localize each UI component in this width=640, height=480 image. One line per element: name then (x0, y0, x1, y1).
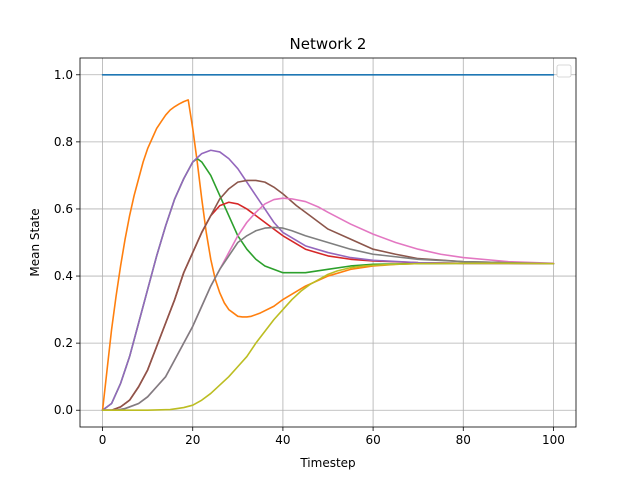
x-tick-label: 60 (365, 433, 380, 447)
grid-lines (80, 58, 576, 427)
series-line-5 (101, 149, 555, 412)
axis-ticks: 0 20 40 60 80 100 0.0 0.2 0.4 0.6 0.8 1.0 (54, 68, 565, 447)
y-axis-label: Mean State (28, 208, 42, 276)
y-tick-label: 0.6 (54, 202, 73, 216)
x-tick-label: 0 (99, 433, 107, 447)
series-line-6 (101, 179, 555, 412)
y-tick-label: 1.0 (54, 68, 73, 82)
series-layer (101, 73, 555, 412)
y-tick-label: 0.4 (54, 269, 73, 283)
y-tick-label: 0.2 (54, 336, 73, 350)
x-tick-label: 100 (542, 433, 565, 447)
y-tick-label: 0.0 (54, 403, 73, 417)
x-axis-label: Timestep (299, 456, 355, 470)
plot-frame (79, 57, 577, 428)
x-tick-label: 40 (275, 433, 290, 447)
legend-box (556, 64, 572, 78)
x-tick-label: 80 (456, 433, 471, 447)
series-line-8 (101, 226, 555, 412)
y-tick-label: 0.8 (54, 135, 73, 149)
chart-title: Network 2 (290, 35, 367, 53)
x-tick-label: 20 (185, 433, 200, 447)
series-line-9 (101, 262, 555, 412)
